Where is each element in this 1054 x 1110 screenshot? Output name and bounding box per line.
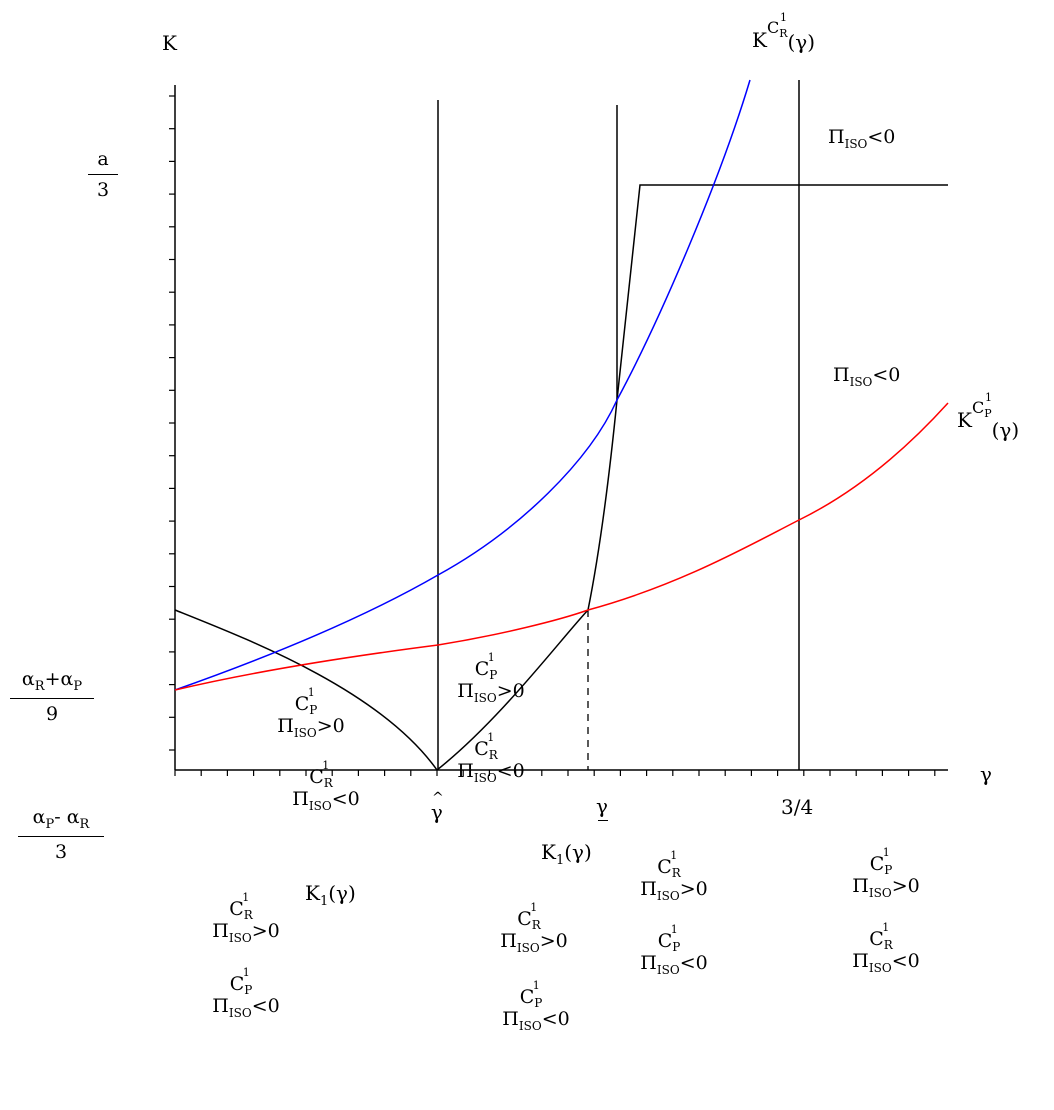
profit-label: ΠISO<0	[640, 951, 708, 977]
profit-label: ΠISO>0	[457, 679, 525, 705]
region-r4-block-0: C 1 R ΠISO>0	[478, 901, 590, 955]
region-top-right-pi-2: ΠISO<0	[833, 364, 901, 389]
k1-left-curve-label: K1(γ)	[305, 881, 356, 909]
hat-mark: ^	[432, 790, 444, 806]
region-r6-block-1: C 1 R ΠISO<0	[830, 921, 942, 975]
profit-label: ΠISO>0	[640, 877, 708, 903]
region-r1-block-1: C 1 R ΠISO<0	[270, 759, 382, 813]
tick-gamma-underline: γ	[596, 796, 608, 821]
kcr-curve	[174, 79, 751, 691]
kcp-curve	[174, 402, 949, 691]
profit-label: ΠISO<0	[457, 759, 525, 785]
ytick-sum-over-9: αR+αP 9	[10, 668, 94, 725]
profit-label: ΠISO<0	[502, 1007, 570, 1033]
profit-label: ΠISO<0	[212, 994, 280, 1020]
k1-right-curve	[436, 399, 618, 771]
y-axis-label: K	[162, 31, 177, 55]
region-r2-block-0: C 1 P ΠISO>0	[435, 651, 547, 705]
profit-label: ΠISO>0	[852, 874, 920, 900]
profit-label: ΠISO>0	[500, 929, 568, 955]
region-r3-block-1: C 1 P ΠISO<0	[190, 966, 302, 1020]
k1-left-curve	[174, 609, 438, 771]
profit-label: ΠISO>0	[212, 919, 280, 945]
region-r5-block-0: C 1 R ΠISO>0	[618, 849, 730, 903]
region-r4-block-1: C 1 P ΠISO<0	[480, 979, 592, 1033]
kcp-curve-label: KC 1 P(γ)	[957, 391, 1020, 442]
kcr-curve-label: KC 1 R(γ)	[752, 11, 816, 54]
profit-label: ΠISO>0	[277, 714, 345, 740]
region-r5-block-1: C 1 P ΠISO<0	[618, 923, 730, 977]
profit-label: ΠISO<0	[852, 949, 920, 975]
tick-three-quarters: 3/4	[781, 795, 814, 819]
region-r2-block-1: C 1 R ΠISO<0	[435, 731, 547, 785]
k1-right-curve-label: K1(γ)	[541, 840, 592, 868]
x-axis-label: γ	[980, 762, 992, 786]
ticks	[169, 95, 936, 776]
underline-mark	[598, 820, 608, 821]
region-top-right-pi-1: ΠISO<0	[828, 126, 896, 151]
k1-right-upper-segment	[616, 184, 948, 401]
region-r6-block-0: C 1 P ΠISO>0	[830, 846, 942, 900]
ytick-a-over-3: a 3	[88, 148, 118, 201]
region-r1-block-0: C 1 P ΠISO>0	[255, 686, 367, 740]
region-r3-block-0: C 1 R ΠISO>0	[190, 891, 302, 945]
profit-label: ΠISO<0	[292, 787, 360, 813]
ytick-diff-over-3: αP- αR 3	[18, 806, 104, 863]
tick-gamma-hat: ^ γ	[430, 790, 444, 824]
